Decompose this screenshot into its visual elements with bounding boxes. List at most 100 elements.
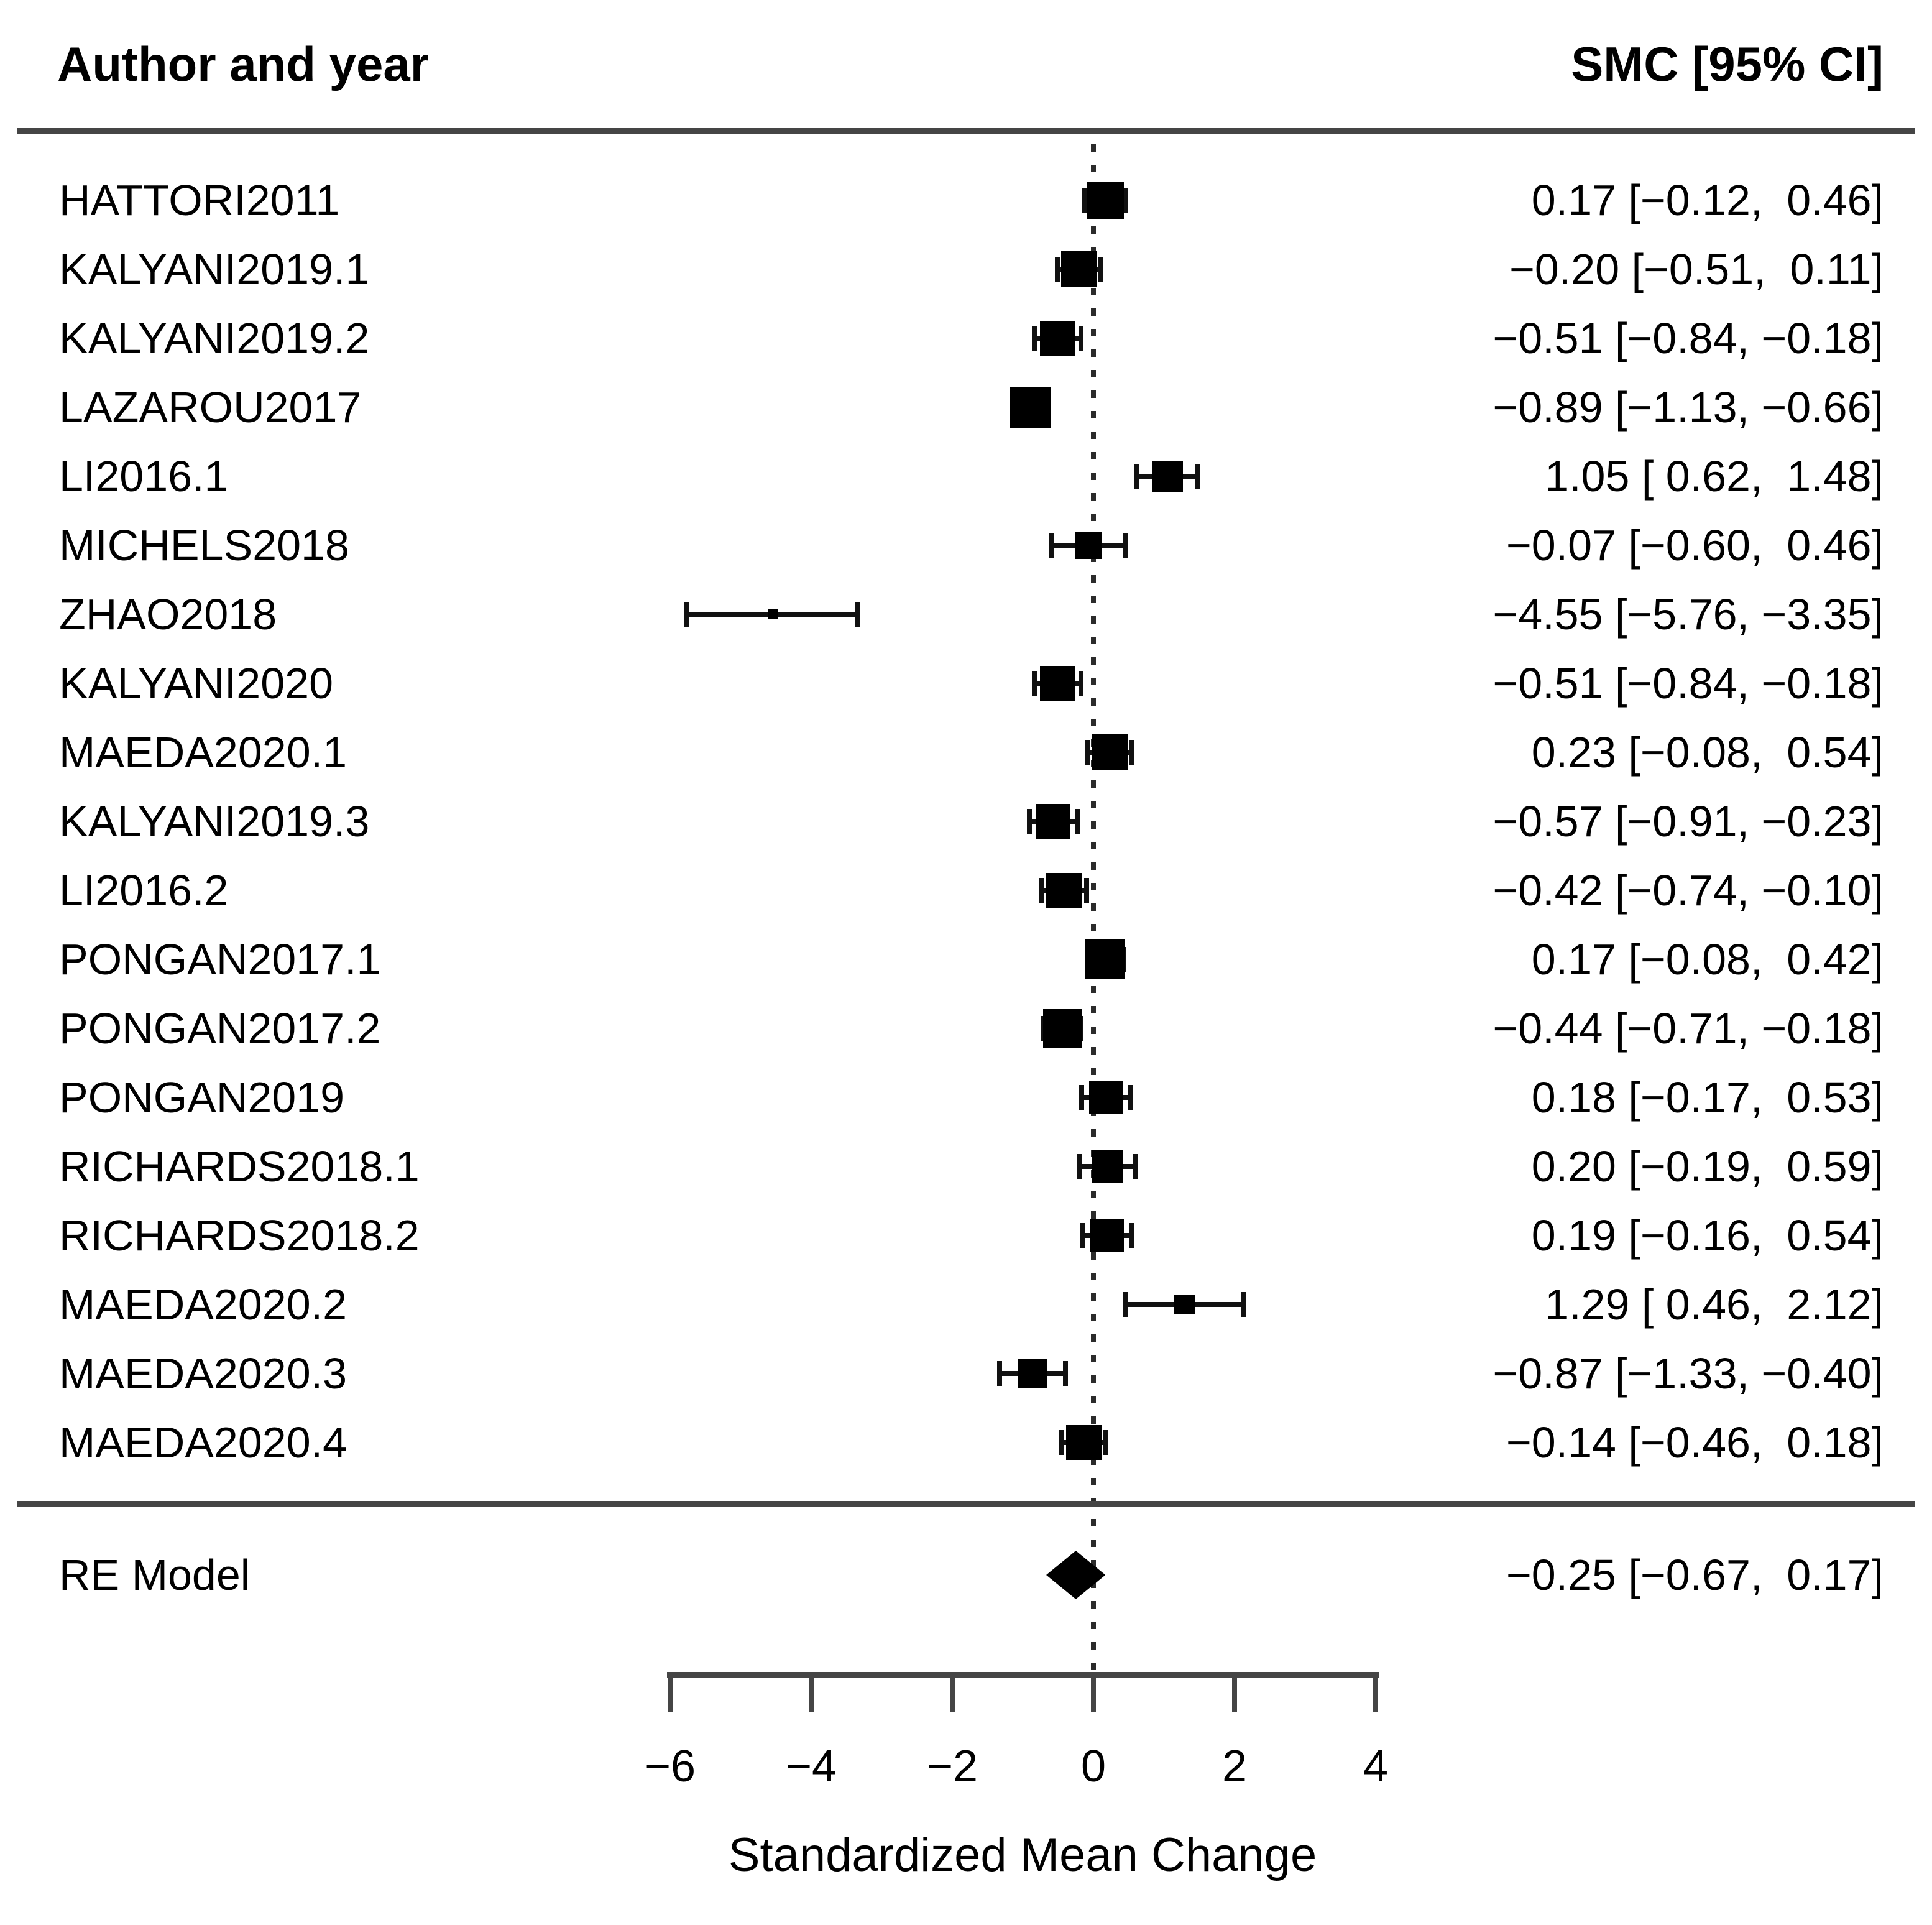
effect-square bbox=[1010, 387, 1051, 428]
ci-cap-left bbox=[1026, 809, 1032, 834]
ci-cap-left bbox=[1055, 257, 1060, 282]
study-label: KALYANI2019.2 bbox=[59, 314, 370, 362]
summary-diamond bbox=[1046, 1551, 1106, 1599]
x-axis-tick bbox=[668, 1675, 673, 1712]
study-label: KALYANI2020 bbox=[59, 659, 334, 708]
effect-square bbox=[1087, 182, 1125, 219]
effect-square bbox=[1036, 804, 1070, 839]
ci-cap-left bbox=[1079, 1085, 1084, 1110]
study-value: 0.17 [−0.12, 0.46] bbox=[1531, 176, 1884, 224]
ci-cap-left bbox=[1058, 1430, 1064, 1455]
study-label: LI2016.1 bbox=[59, 452, 229, 501]
x-axis-line bbox=[667, 1672, 1379, 1678]
effect-square bbox=[767, 609, 778, 619]
ci-cap-left bbox=[1048, 533, 1054, 558]
effect-square bbox=[1092, 734, 1128, 770]
ci-cap-right bbox=[1123, 533, 1129, 558]
x-axis-tick bbox=[1232, 1675, 1237, 1712]
x-axis-tick bbox=[1091, 1675, 1096, 1712]
effect-square bbox=[1089, 1080, 1123, 1115]
header-rule bbox=[17, 128, 1915, 134]
study-label: MAEDA2020.3 bbox=[59, 1349, 347, 1398]
effect-square bbox=[1042, 1009, 1082, 1048]
ci-cap-right bbox=[1078, 671, 1083, 696]
effect-square bbox=[1174, 1294, 1195, 1315]
study-label: KALYANI2019.3 bbox=[59, 797, 370, 846]
ci-cap-left bbox=[1039, 878, 1044, 903]
zero-reference-dotted-line bbox=[1091, 144, 1096, 1672]
summary-value: −0.25 [−0.67, 0.17] bbox=[1506, 1551, 1884, 1599]
ci-cap-left bbox=[1031, 671, 1037, 696]
study-label: ZHAO2018 bbox=[59, 590, 277, 639]
x-axis-tick-label: −2 bbox=[926, 1742, 978, 1791]
study-value: −0.44 [−0.71, −0.18] bbox=[1493, 1004, 1884, 1053]
study-label: LAZAROU2017 bbox=[59, 383, 362, 432]
study-value: −0.20 [−0.51, 0.11] bbox=[1509, 245, 1884, 293]
x-axis-tick bbox=[950, 1675, 955, 1712]
study-value: −4.55 [−5.76, −3.35] bbox=[1493, 590, 1884, 639]
ci-cap-left bbox=[1031, 326, 1037, 351]
study-value: 1.29 [ 0.46, 2.12] bbox=[1545, 1280, 1884, 1329]
study-label: MAEDA2020.2 bbox=[59, 1280, 347, 1329]
study-label: RICHARDS2018.1 bbox=[59, 1142, 420, 1191]
x-axis-tick bbox=[1373, 1675, 1378, 1712]
ci-cap-right bbox=[1129, 1223, 1134, 1248]
column-header-author: Author and year bbox=[57, 37, 430, 91]
study-label: MAEDA2020.4 bbox=[59, 1418, 347, 1467]
ci-cap-right bbox=[1078, 326, 1083, 351]
study-value: −0.51 [−0.84, −0.18] bbox=[1493, 314, 1884, 362]
ci-cap-right bbox=[1129, 740, 1134, 765]
x-axis-tick-label: −6 bbox=[644, 1742, 696, 1791]
summary-separator-rule bbox=[17, 1501, 1915, 1507]
ci-cap-left bbox=[1085, 740, 1090, 765]
ci-cap-right bbox=[1195, 464, 1200, 489]
effect-square bbox=[1091, 1150, 1124, 1183]
study-value: 0.17 [−0.08, 0.42] bbox=[1531, 935, 1884, 984]
ci-cap-left bbox=[1134, 464, 1140, 489]
x-axis-tick bbox=[809, 1675, 814, 1712]
ci-cap-left bbox=[1077, 1154, 1083, 1179]
x-axis-title: Standardized Mean Change bbox=[728, 1829, 1317, 1881]
x-axis-tick-label: 4 bbox=[1363, 1742, 1389, 1791]
study-label: RICHARDS2018.2 bbox=[59, 1211, 420, 1260]
study-label: MAEDA2020.1 bbox=[59, 728, 347, 777]
effect-square bbox=[1075, 532, 1102, 559]
ci-cap-right bbox=[1083, 878, 1089, 903]
ci-cap-left bbox=[684, 602, 690, 627]
effect-square bbox=[1061, 251, 1098, 287]
ci-cap-right bbox=[854, 602, 860, 627]
ci-cap-right bbox=[1240, 1292, 1246, 1317]
study-label: PONGAN2019 bbox=[59, 1073, 345, 1122]
study-value: 1.05 [ 0.62, 1.48] bbox=[1545, 452, 1884, 501]
study-value: 0.20 [−0.19, 0.59] bbox=[1531, 1142, 1884, 1191]
x-axis-tick-label: 2 bbox=[1221, 1742, 1248, 1791]
ci-cap-right bbox=[1132, 1154, 1138, 1179]
ci-cap-right bbox=[1098, 257, 1104, 282]
effect-square bbox=[1090, 1218, 1124, 1253]
ci-cap-left bbox=[1082, 188, 1088, 213]
ci-cap-left bbox=[1123, 1292, 1129, 1317]
effect-square bbox=[1085, 939, 1126, 980]
study-value: −0.42 [−0.74, −0.10] bbox=[1493, 866, 1884, 915]
effect-square bbox=[1046, 872, 1082, 908]
x-axis-tick-label: 0 bbox=[1080, 1742, 1106, 1791]
study-value: −0.57 [−0.91, −0.23] bbox=[1493, 797, 1884, 846]
effect-square bbox=[1040, 665, 1075, 701]
effect-square bbox=[1152, 461, 1183, 492]
study-label: PONGAN2017.2 bbox=[59, 1004, 381, 1053]
study-label: MICHELS2018 bbox=[59, 521, 349, 570]
effect-square bbox=[1040, 320, 1075, 356]
ci-cap-right bbox=[1074, 809, 1080, 834]
effect-square bbox=[1017, 1359, 1047, 1388]
study-label: LI2016.2 bbox=[59, 866, 229, 915]
study-value: −0.51 [−0.84, −0.18] bbox=[1493, 659, 1884, 708]
study-label: HATTORI2011 bbox=[59, 176, 340, 224]
study-value: 0.23 [−0.08, 0.54] bbox=[1531, 728, 1884, 777]
study-value: −0.07 [−0.60, 0.46] bbox=[1506, 521, 1884, 570]
ci-cap-right bbox=[1123, 188, 1129, 213]
ci-cap-right bbox=[1062, 1361, 1068, 1386]
column-header-smc-ci: SMC [95% CI] bbox=[1571, 37, 1884, 91]
study-value: 0.18 [−0.17, 0.53] bbox=[1531, 1073, 1884, 1122]
summary-label: RE Model bbox=[59, 1551, 251, 1599]
